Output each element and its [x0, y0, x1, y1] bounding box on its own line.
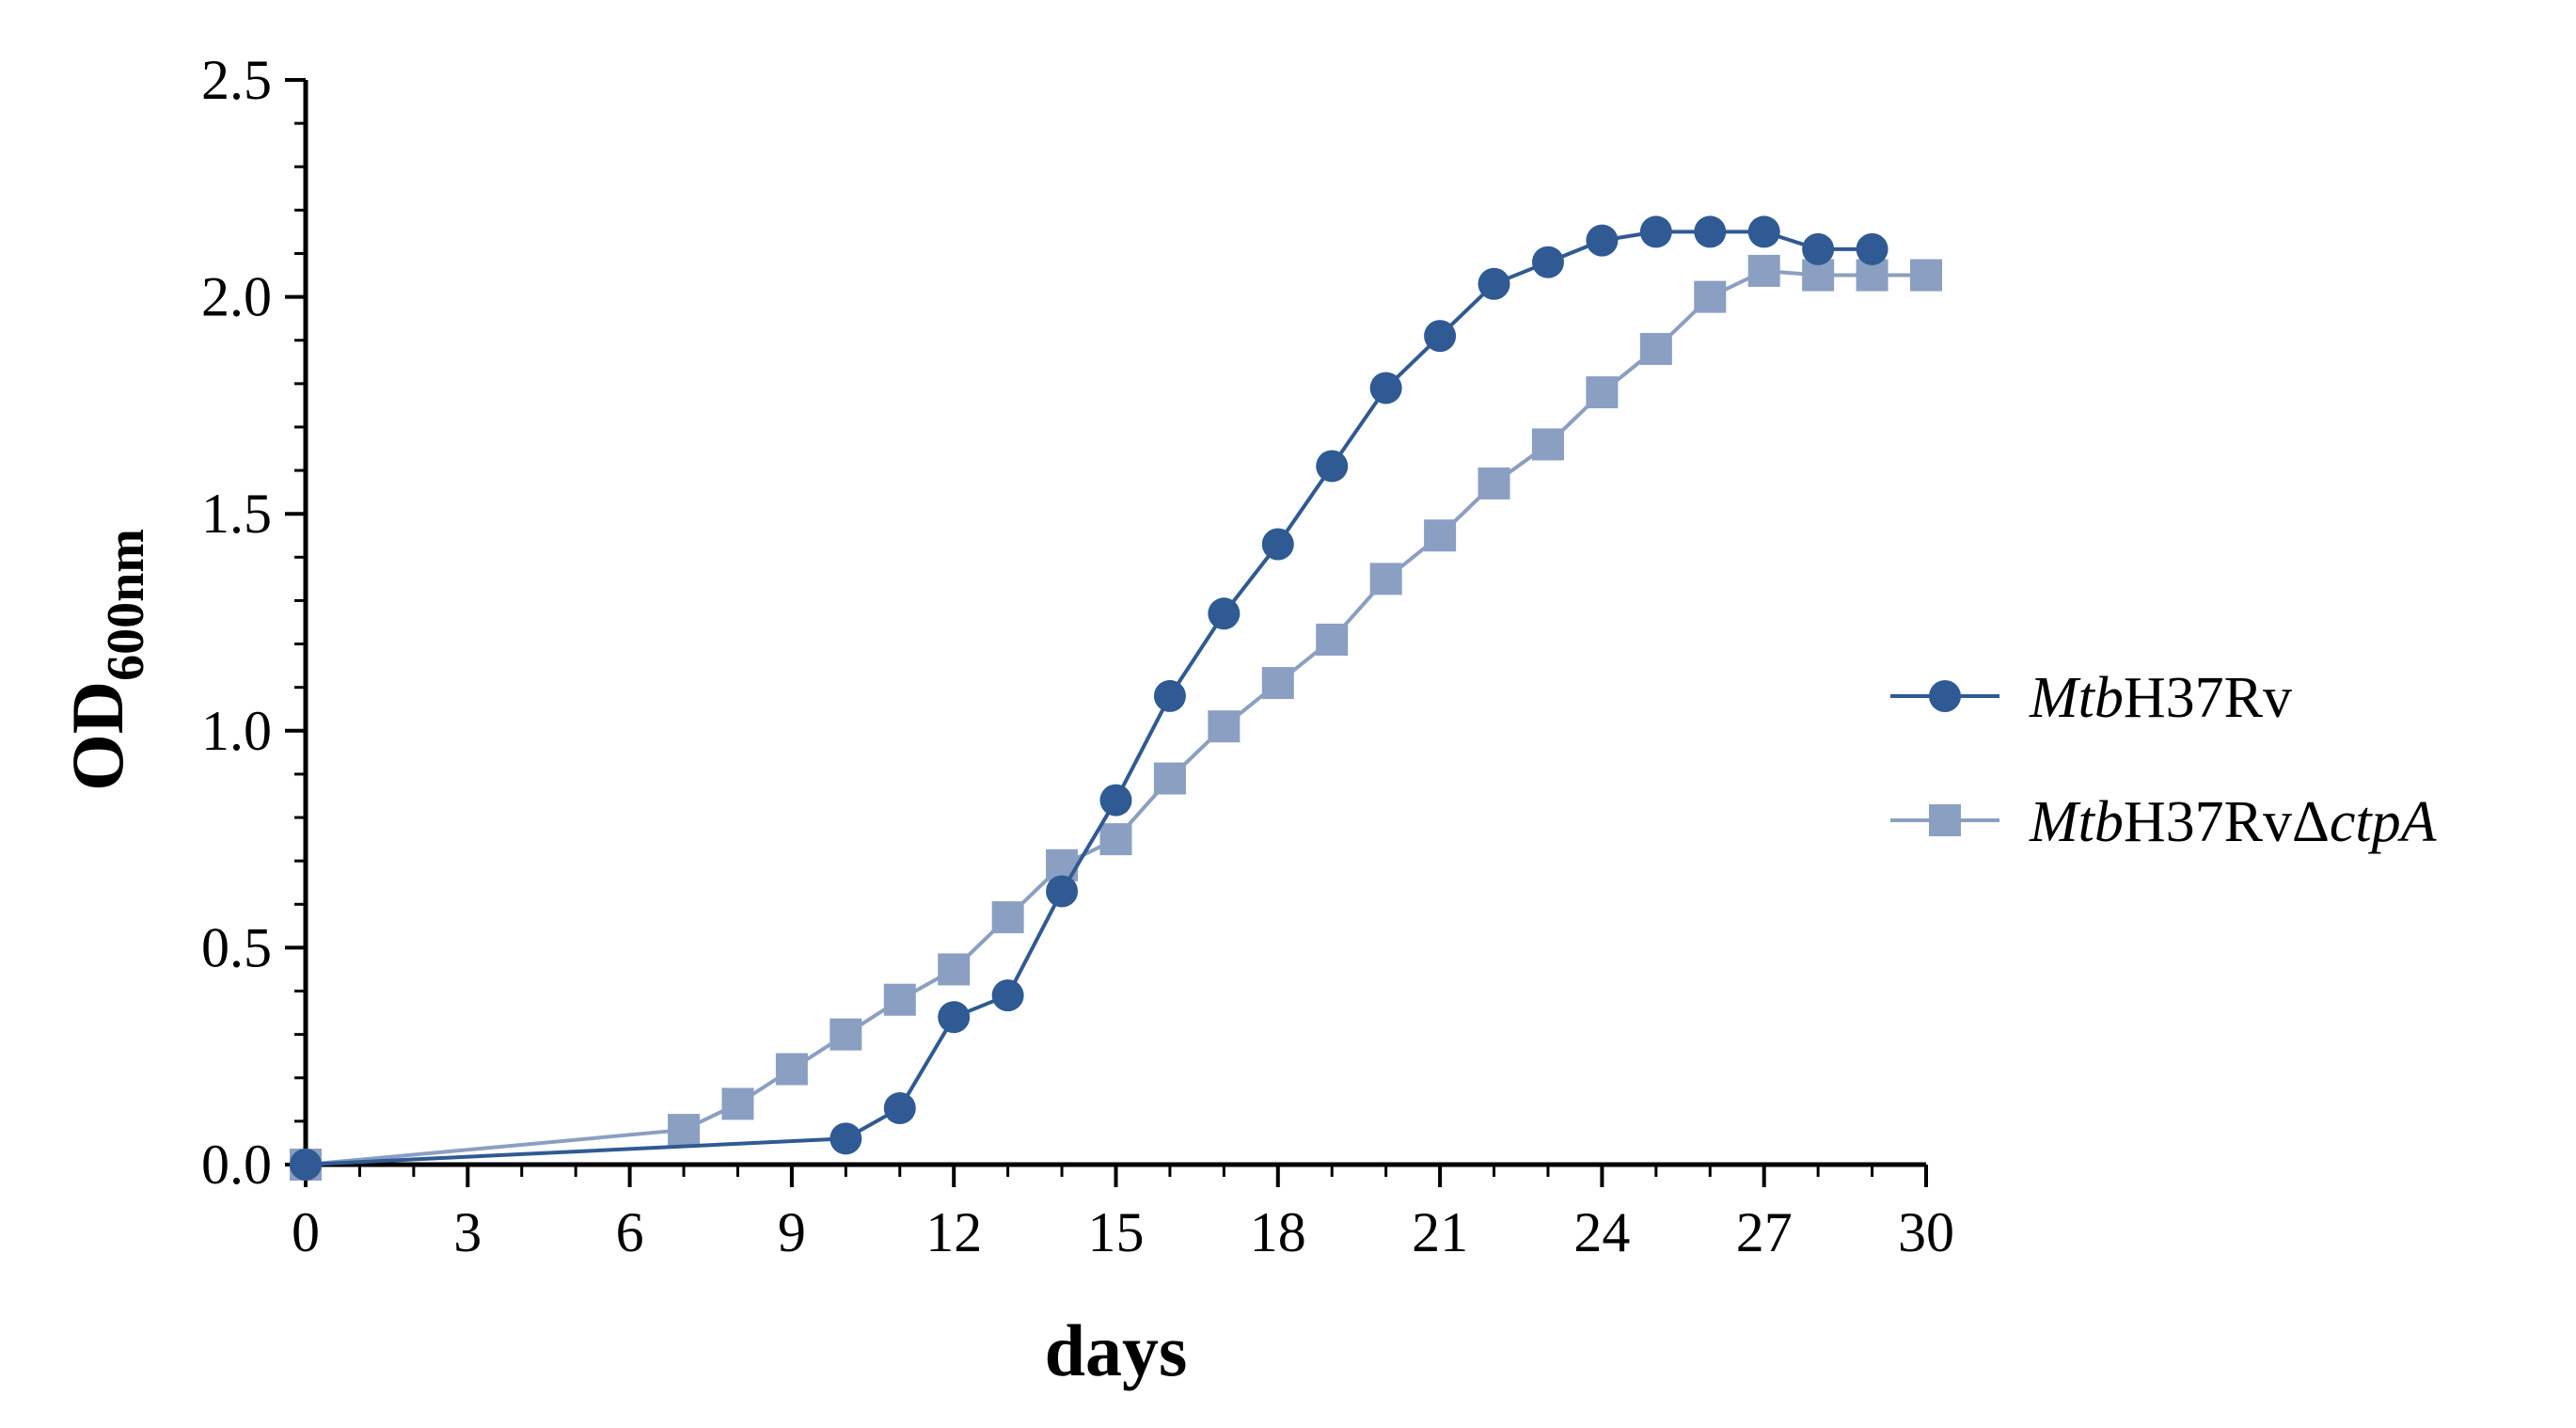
data-point: [883, 1092, 916, 1125]
data-point: [1369, 372, 1402, 405]
legend-label-italic-suffix: ctpA: [2330, 790, 2438, 854]
y-axis-title-subscript: 600nm: [97, 529, 155, 681]
legend-label-italic: Mtb: [2029, 666, 2124, 730]
data-point: [1316, 450, 1349, 483]
x-tick-label: 15: [1088, 1201, 1145, 1263]
legend-circle-marker: [1929, 680, 1961, 712]
data-point: [1694, 280, 1727, 313]
data-point: [1478, 267, 1510, 300]
data-point: [1694, 215, 1727, 248]
axes-layer: 0.0 0.5 1.0 1.5 2.0 2.5 0 3 6 9 12 15 18 21 24 27 30 days…: [56, 49, 1954, 1391]
data-point: [1531, 246, 1564, 278]
data-point: [1153, 762, 1186, 795]
x-tick-label: 12: [925, 1201, 982, 1263]
data-point: [1208, 710, 1241, 743]
legend-label: MtbH37RvΔctpA: [2029, 790, 2438, 854]
x-tick-label: 0: [292, 1201, 320, 1263]
legend-label-normal: H37RvΔ: [2124, 790, 2330, 854]
data-point: [290, 1149, 322, 1181]
x-tick-label: 24: [1573, 1201, 1630, 1263]
y-tick-label: 2.0: [201, 266, 272, 328]
data-point: [938, 1001, 971, 1034]
x-tick-label: 27: [1736, 1201, 1793, 1263]
data-point: [991, 979, 1024, 1012]
x-tick-label: 3: [453, 1201, 482, 1263]
data-point: [1208, 597, 1241, 630]
data-point: [668, 1114, 701, 1147]
data-point: [775, 1053, 808, 1086]
legend-label-normal: H37Rv: [2124, 666, 2292, 730]
data-point: [830, 1018, 862, 1051]
x-tick-label: 21: [1412, 1201, 1468, 1263]
data-point: [1802, 232, 1835, 265]
data-point: [1099, 784, 1132, 817]
data-point: [1586, 224, 1619, 257]
x-tick-label: 9: [778, 1201, 806, 1263]
data-point: [1531, 428, 1564, 461]
legend-square-marker: [1929, 804, 1961, 836]
series-2: [290, 254, 1942, 1181]
y-tick-label: 1.0: [201, 700, 272, 762]
data-point: [1424, 519, 1457, 552]
data-point: [1639, 215, 1672, 248]
data-point: [830, 1122, 862, 1155]
series-line: [305, 268, 1926, 1166]
y-axis-title-main: OD: [56, 681, 138, 791]
legend-entry-2: MtbH37RvΔctpA: [1890, 790, 2438, 854]
data-point: [1747, 254, 1780, 287]
x-tick-label: 6: [616, 1201, 644, 1263]
data-point: [1099, 823, 1132, 856]
data-point: [1639, 332, 1672, 365]
data-point: [1747, 215, 1780, 248]
data-point: [938, 953, 971, 986]
x-tick-label: 18: [1250, 1201, 1306, 1263]
x-tick-label: 30: [1898, 1201, 1954, 1263]
legend-label: MtbH37Rv: [2029, 666, 2292, 730]
data-point: [1856, 232, 1889, 265]
y-tick-label: 2.5: [201, 49, 272, 111]
legend-entry-1: MtbH37Rv: [1890, 666, 2292, 730]
data-point: [1478, 467, 1510, 500]
series-layer: [290, 215, 1942, 1181]
data-point: [1369, 563, 1402, 595]
data-point: [1910, 259, 1942, 292]
data-point: [1261, 528, 1294, 561]
data-point: [1316, 623, 1349, 656]
series-1: [290, 215, 1889, 1181]
x-axis-title: days: [1045, 1309, 1188, 1391]
data-point: [991, 901, 1024, 934]
data-point: [1046, 875, 1079, 908]
data-point: [1424, 320, 1457, 353]
legend-label-italic: Mtb: [2029, 790, 2124, 854]
series-line: [305, 230, 1873, 1166]
data-point: [721, 1087, 754, 1120]
data-point: [1586, 376, 1619, 409]
y-tick-label: 1.5: [201, 483, 272, 545]
data-point: [883, 983, 916, 1016]
y-axis-title: OD600nm: [56, 529, 155, 791]
data-point: [1261, 667, 1294, 700]
y-tick-label: 0.5: [201, 916, 272, 978]
data-point: [1153, 679, 1186, 712]
y-tick-label: 0.0: [201, 1134, 272, 1196]
